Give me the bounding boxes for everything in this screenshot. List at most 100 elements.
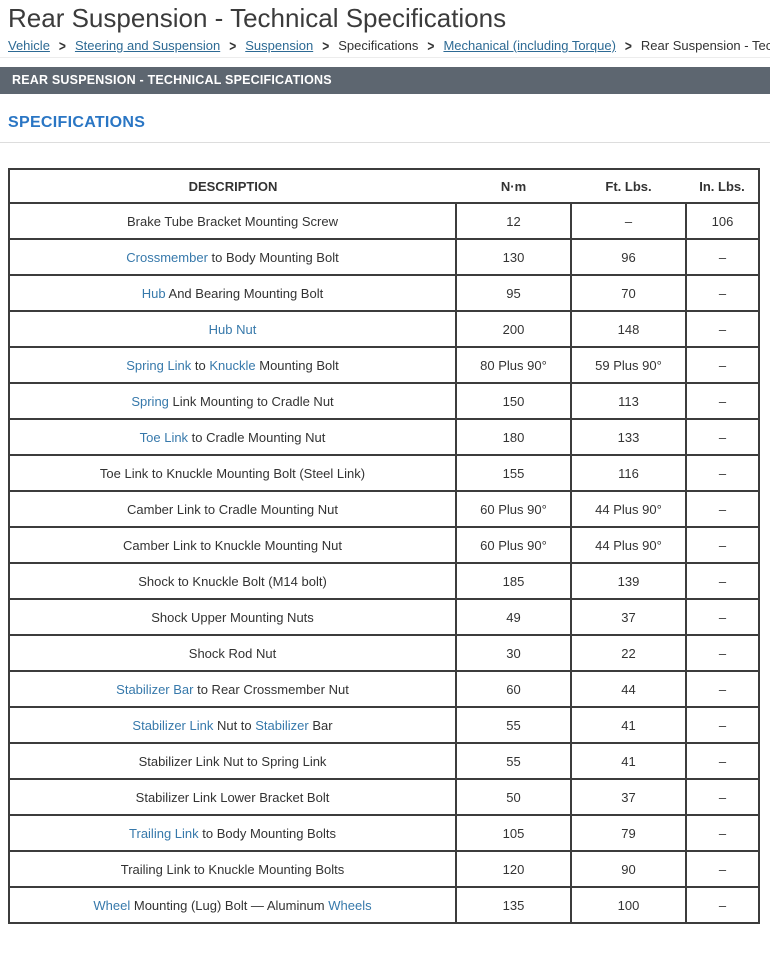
table-row: Stabilizer Link Nut to Spring Link 55 41–: [9, 742, 759, 779]
part-link[interactable]: Toe Link: [139, 429, 189, 445]
inlbs-value-cell: –: [685, 526, 759, 563]
description-cell: Wheel Mounting (Lug) Bolt — Aluminum Whe…: [9, 886, 456, 923]
inlbs-value-cell: –: [685, 490, 759, 527]
nm-value-cell: 130: [455, 238, 571, 275]
table-row: Hub And Bearing Mounting Bolt 95 70–: [9, 274, 759, 311]
page-title: Rear Suspension - Technical Specificatio…: [8, 3, 507, 33]
inlbs-value-cell: –: [685, 562, 759, 599]
description-cell: Spring Link Mounting to Cradle Nut: [9, 382, 456, 419]
ftlbs-value-cell: 100: [570, 886, 686, 923]
description-cell: Hub And Bearing Mounting Bolt: [9, 274, 456, 311]
part-link[interactable]: Wheels: [328, 897, 372, 913]
part-link[interactable]: Hub: [141, 285, 166, 301]
breadcrumb-link[interactable]: Steering and Suspension: [74, 38, 221, 53]
inlbs-value-cell: –: [685, 850, 759, 887]
part-link[interactable]: Spring: [131, 393, 169, 409]
ftlbs-value-cell: 96: [570, 238, 686, 275]
ftlbs-value-cell: 79: [570, 814, 686, 851]
column-header-inlbs: In. Lbs.: [686, 169, 759, 204]
chevron-right-icon: >: [322, 37, 330, 55]
breadcrumb-link[interactable]: Vehicle: [8, 38, 50, 53]
column-header-description: DESCRIPTION: [9, 169, 456, 204]
ftlbs-value-cell: 37: [570, 598, 686, 635]
column-header-nm: N·m: [456, 169, 571, 204]
description-cell: Toe Link to Cradle Mounting Nut: [9, 418, 456, 455]
nm-value-cell: 30: [455, 634, 571, 671]
description-cell: Shock Rod Nut: [9, 634, 456, 671]
part-link[interactable]: Spring Link: [126, 357, 192, 373]
breadcrumb: Vehicle > Steering and Suspension > Suspensi…: [8, 37, 770, 55]
chevron-right-icon: >: [427, 37, 435, 55]
nm-value-cell: 60 Plus 90°: [455, 526, 571, 563]
description-cell: Camber Link to Knuckle Mounting Nut: [9, 526, 456, 563]
table-row: Camber Link to Cradle Mounting Nut 60 Plu…: [9, 490, 759, 527]
part-link[interactable]: Knuckle: [209, 357, 256, 373]
part-link[interactable]: Crossmember: [126, 249, 208, 265]
description-cell: Stabilizer Link Nut to Spring Link: [9, 742, 456, 779]
part-link[interactable]: Wheel: [93, 897, 131, 913]
nm-value-cell: 185: [455, 562, 571, 599]
ftlbs-value-cell: 90: [570, 850, 686, 887]
breadcrumb-link[interactable]: Suspension: [245, 38, 314, 53]
breadcrumb-link[interactable]: Mechanical (including Torque): [443, 38, 616, 53]
spec-table: DESCRIPTION N·m Ft. Lbs. In. Lbs. Brake Tub…: [8, 168, 760, 924]
inlbs-value-cell: –: [685, 238, 759, 275]
specifications-heading: SPECIFICATIONS: [8, 114, 146, 131]
nm-value-cell: 55: [455, 706, 571, 743]
inlbs-value-cell: –: [685, 706, 759, 743]
table-row: Spring Link Mounting to Cradle Nut 150 113…: [9, 382, 759, 419]
nm-value-cell: 12: [455, 202, 571, 239]
column-header-ftlbs: Ft. Lbs.: [571, 169, 686, 204]
part-link[interactable]: Hub Nut: [208, 321, 257, 337]
table-row: Toe Link to Cradle Mounting Nut 180 133–: [9, 418, 759, 455]
ftlbs-value-cell: 59 Plus 90°: [570, 346, 686, 383]
ftlbs-value-cell: 116: [570, 454, 686, 491]
nm-value-cell: 105: [455, 814, 571, 851]
inlbs-value-cell: –: [685, 274, 759, 311]
part-link[interactable]: Stabilizer Link: [132, 717, 214, 733]
ftlbs-value-cell: 44: [570, 670, 686, 707]
nm-value-cell: 50: [455, 778, 571, 815]
ftlbs-value-cell: 133: [570, 418, 686, 455]
inlbs-value-cell: –: [685, 778, 759, 815]
description-cell: Stabilizer Link Nut to Stabilizer Bar: [9, 706, 456, 743]
part-link[interactable]: Stabilizer: [255, 717, 309, 733]
ftlbs-value-cell: –: [570, 202, 686, 239]
part-link[interactable]: Stabilizer Bar: [116, 681, 194, 697]
description-cell: Stabilizer Link Lower Bracket Bolt: [9, 778, 456, 815]
chevron-right-icon: >: [229, 37, 237, 55]
spec-table-header-row: DESCRIPTION N·m Ft. Lbs. In. Lbs.: [9, 169, 759, 204]
chevron-right-icon: >: [624, 37, 632, 55]
ftlbs-value-cell: 44 Plus 90°: [570, 490, 686, 527]
description-cell: Shock to Knuckle Bolt (M14 bolt): [9, 562, 456, 599]
description-cell: Crossmember to Body Mounting Bolt: [9, 238, 456, 275]
nm-value-cell: 49: [455, 598, 571, 635]
part-link[interactable]: Trailing Link: [129, 825, 199, 841]
nm-value-cell: 95: [455, 274, 571, 311]
inlbs-value-cell: –: [685, 598, 759, 635]
inlbs-value-cell: –: [685, 670, 759, 707]
breadcrumb-divider: [0, 57, 770, 58]
table-row: Wheel Mounting (Lug) Bolt — Aluminum Whe…: [9, 886, 759, 923]
inlbs-value-cell: –: [685, 310, 759, 347]
nm-value-cell: 150: [455, 382, 571, 419]
inlbs-value-cell: –: [685, 454, 759, 491]
description-cell: Spring Link to Knuckle Mounting Bolt: [9, 346, 456, 383]
ftlbs-value-cell: 37: [570, 778, 686, 815]
ftlbs-value-cell: 113: [570, 382, 686, 419]
table-row: Camber Link to Knuckle Mounting Nut 60 Pl…: [9, 526, 759, 563]
description-cell: Trailing Link to Body Mounting Bolts: [9, 814, 456, 851]
table-row: Hub Nut 200 148–: [9, 310, 759, 347]
inlbs-value-cell: –: [685, 634, 759, 671]
table-row: Spring Link to Knuckle Mounting Bolt 80 P…: [9, 346, 759, 383]
inlbs-value-cell: –: [685, 418, 759, 455]
ftlbs-value-cell: 22: [570, 634, 686, 671]
heading-divider: [0, 142, 770, 143]
ftlbs-value-cell: 148: [570, 310, 686, 347]
inlbs-value-cell: –: [685, 886, 759, 923]
table-row: Crossmember to Body Mounting Bolt 130 96–: [9, 238, 759, 275]
inlbs-value-cell: –: [685, 742, 759, 779]
ftlbs-value-cell: 44 Plus 90°: [570, 526, 686, 563]
nm-value-cell: 80 Plus 90°: [455, 346, 571, 383]
breadcrumb-text: Rear Suspension - Technical Specificatio…: [640, 38, 770, 53]
